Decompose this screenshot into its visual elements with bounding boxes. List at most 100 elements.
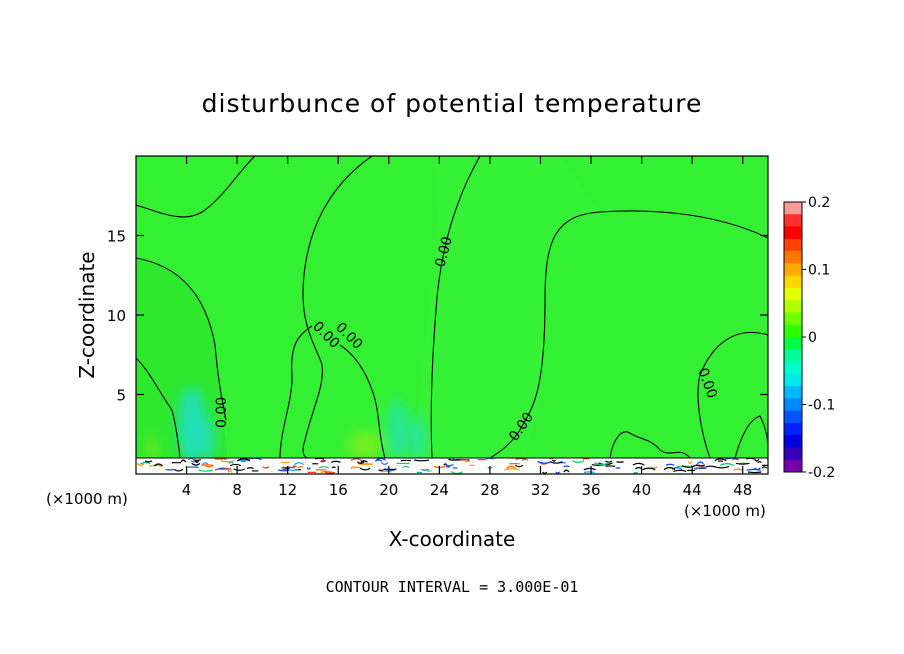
colorbar-tick-label: -0.2: [808, 465, 835, 481]
colorbar-swatch: [784, 422, 802, 436]
colorbar-swatch: [784, 214, 802, 228]
surface-contour: [204, 465, 214, 468]
surface-contour: [665, 463, 675, 466]
surface-contour: [227, 470, 233, 473]
contour-line: [489, 210, 768, 459]
y-tick-label: 5: [116, 387, 126, 405]
surface-contour: [331, 466, 336, 469]
contour-line: [430, 156, 481, 459]
colorbar-swatch: [784, 287, 802, 301]
surface-contour: [713, 466, 730, 469]
surface-contour: [515, 464, 524, 468]
surface-contour: [694, 467, 707, 470]
surface-contour: [144, 460, 153, 463]
x-tick-label: 8: [232, 481, 242, 499]
colorbar-swatch: [784, 226, 802, 240]
surface-contour: [650, 466, 658, 469]
colorbar-swatch: [784, 349, 802, 363]
surface-contour: [582, 457, 590, 460]
surface-contour: [695, 464, 706, 467]
colorbar-swatch: [784, 410, 802, 424]
x-axis-label: X-coordinate: [389, 527, 516, 551]
contour-line: [136, 257, 227, 421]
contour-label: 0.00: [214, 397, 230, 428]
surface-contour: [350, 466, 355, 469]
negative-anomaly-blob: [410, 416, 426, 460]
surface-contour: [350, 458, 363, 462]
surface-contour: [537, 461, 553, 464]
surface-contour: [448, 458, 459, 461]
surface-contour: [421, 468, 429, 471]
colorbar-swatch: [784, 324, 802, 338]
surface-contour: [457, 472, 462, 474]
x-tick-label: 12: [278, 481, 297, 499]
contour-interval: CONTOUR INTERVAL = 3.000E-01: [326, 578, 579, 596]
colorbar-tick-label: 0.1: [808, 263, 830, 279]
contour-line: [609, 431, 691, 459]
surface-contour: [330, 460, 341, 463]
colorbar-swatch: [784, 398, 802, 412]
x-axis: 4 8 12 16 20 24 28 32 36 40 44 48: [182, 156, 752, 499]
negative-anomaly-blob: [388, 400, 408, 460]
surface-contour: [318, 466, 329, 469]
surface-contour: [754, 458, 760, 462]
surface-contour: [465, 460, 471, 463]
surface-contour: [287, 468, 299, 472]
surface-contour: [361, 462, 373, 466]
field-shade-middle: [410, 156, 600, 474]
surface-contour: [414, 459, 429, 462]
surface-contour: [506, 465, 516, 469]
surface-contour: [320, 470, 333, 473]
x-tick-label: 20: [379, 481, 398, 499]
surface-contour: [696, 461, 704, 465]
surface-contour: [735, 462, 750, 465]
surface-contour: [605, 460, 613, 463]
surface-contour: [705, 465, 715, 468]
chart-title: disturbunce of potential temperature: [202, 89, 703, 118]
colorbar-swatch: [784, 373, 802, 387]
negative-anomaly-blob: [200, 418, 216, 462]
surface-contour: [360, 460, 368, 463]
colorbar-swatch: [784, 238, 802, 252]
surface-contour: [469, 464, 475, 467]
surface-contour: [233, 468, 246, 471]
surface-contour: [714, 458, 727, 462]
surface-contour: [294, 462, 304, 466]
positive-anomaly-blob: [146, 436, 158, 460]
surface-contour: [246, 467, 254, 469]
contour-label: 0.00: [432, 235, 456, 269]
surface-contour: [583, 467, 596, 471]
surface-contour: [632, 462, 645, 466]
surface-contour: [262, 465, 270, 469]
colorbar-swatch: [784, 459, 802, 473]
surface-contour: [224, 467, 232, 471]
surface-contour: [688, 461, 693, 464]
colorbar-swatch: [784, 361, 802, 375]
surface-contour: [320, 460, 326, 463]
surface-contour: [563, 469, 570, 473]
surface-contour: [236, 458, 251, 462]
surface-contour: [140, 461, 151, 465]
x-tick-label: 48: [733, 481, 752, 499]
colorbar-tick-label: 0.2: [808, 195, 830, 211]
colorbar-swatch: [784, 435, 802, 448]
surface-contour: [733, 468, 743, 471]
surface-contour: [198, 469, 213, 472]
surface-contour: [761, 466, 768, 469]
contour-line: [136, 156, 256, 218]
x-tick-label: 4: [182, 481, 192, 499]
surface-contour: [292, 465, 297, 467]
surface-contour: [173, 468, 184, 472]
positive-anomaly-blob: [347, 431, 383, 459]
plot-area: 0.00 0.00 0.00 0.00 0.00 0.00: [136, 156, 768, 474]
surface-contour: [663, 467, 676, 471]
surface-contour: [359, 467, 371, 471]
surface-contour: [460, 458, 469, 461]
surface-contour: [324, 471, 336, 474]
surface-contour: [277, 469, 290, 472]
colorbar-swatch: [784, 312, 802, 326]
surface-contour: [583, 471, 595, 474]
colorbar-swatch: [784, 275, 802, 289]
y-axis-label: Z-coordinate: [75, 251, 99, 378]
